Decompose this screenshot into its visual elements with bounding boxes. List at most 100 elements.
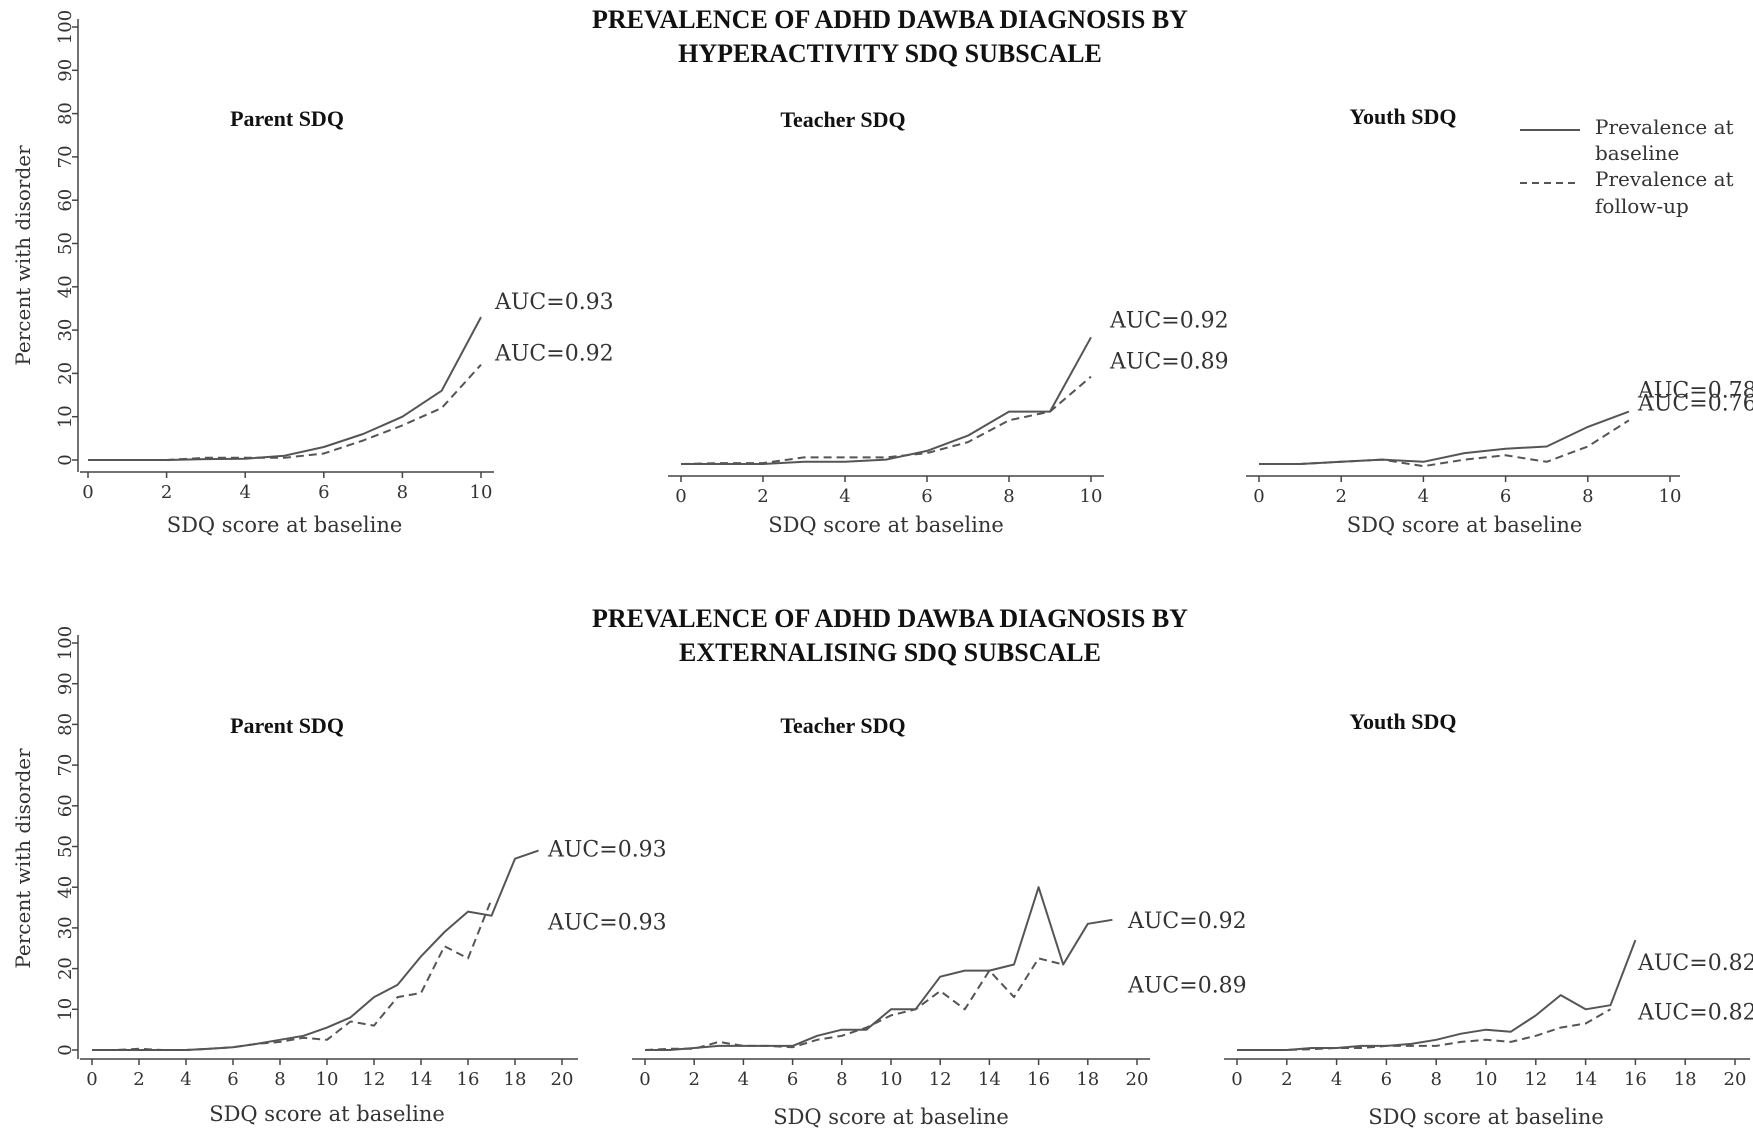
auc-label: AUC=0.89: [1109, 350, 1229, 375]
x-tick-label: 2: [688, 1069, 699, 1090]
y-tick-label: 10: [55, 998, 76, 1021]
followup-line: [644, 957, 1064, 1051]
x-tick-label: 0: [1231, 1069, 1242, 1090]
y-tick-label: 40: [55, 275, 76, 298]
x-axis-label: SDQ score at baseline: [773, 1105, 1009, 1129]
x-tick-label: 20: [1126, 1069, 1149, 1090]
y-tick-label: 30: [55, 319, 76, 342]
y-tick-label: 80: [55, 713, 76, 736]
y-tick-label: 0: [55, 454, 76, 465]
followup-line: [1237, 1008, 1611, 1051]
x-axis-label: SDQ score at baseline: [1347, 513, 1583, 537]
x-tick-label: 10: [316, 1069, 339, 1090]
y-tick-label: 50: [55, 232, 76, 255]
x-axis-label: SDQ score at baseline: [209, 1102, 445, 1126]
y-tick-label: 20: [55, 957, 76, 980]
baseline-line: [1259, 410, 1630, 465]
chart-panel-5: Teacher SDQ 0 2 4 6 8 10 12 14 16 18 20 SDQ score at…: [632, 713, 1247, 1129]
y-tick-label: 0: [55, 1044, 76, 1055]
panel-title: Youth SDQ: [1350, 104, 1457, 129]
chart-panel-6: Youth SDQ 0 2 4 6 8 10 12 14 16 18 20 SDQ score at b…: [1224, 709, 1753, 1129]
x-axis-label: SDQ score at baseline: [167, 513, 403, 537]
x-tick-label: 6: [318, 482, 329, 503]
y-tick-label: 60: [55, 794, 76, 817]
panel-title: Parent SDQ: [230, 106, 344, 131]
auc-label: AUC=0.76: [1637, 391, 1753, 416]
x-tick-label: 8: [274, 1069, 285, 1090]
x-tick-label: 2: [1281, 1069, 1292, 1090]
x-tick-label: 10: [1080, 486, 1103, 507]
legend-baseline-label-line-1: Prevalence at: [1595, 115, 1734, 139]
followup-line: [680, 375, 1092, 465]
y-tick-label: 90: [55, 672, 76, 695]
x-tick-label: 14: [978, 1069, 1001, 1090]
x-tick-label: 8: [1430, 1069, 1441, 1090]
x-tick-label: 10: [1475, 1069, 1498, 1090]
x-tick-label: 0: [675, 486, 686, 507]
baseline-line: [645, 886, 1113, 1051]
y-tick-label: 70: [55, 754, 76, 777]
y-tick-label: 40: [55, 876, 76, 899]
section-title-2-line-2: EXTERNALISING SDQ SUBSCALE: [679, 638, 1101, 667]
x-tick-label: 0: [639, 1069, 650, 1090]
x-tick-label: 4: [839, 486, 850, 507]
x-tick-label: 0: [1253, 486, 1264, 507]
x-tick-label: 6: [1381, 1069, 1392, 1090]
panel-title: Teacher SDQ: [780, 107, 905, 132]
y-tick-label: 70: [55, 145, 76, 168]
x-tick-label: 2: [757, 486, 768, 507]
y-tick-label: 10: [55, 405, 76, 428]
y-tick-label: 60: [55, 189, 76, 212]
panel-title: Teacher SDQ: [780, 713, 905, 738]
chart-panel-3: Youth SDQ 0 2 4 6 8 10 SDQ score at baseline AUC…: [1246, 104, 1753, 537]
panel-title: Parent SDQ: [230, 713, 344, 738]
baseline-line: [681, 336, 1092, 465]
auc-label: AUC=0.92: [1109, 308, 1229, 333]
x-tick-label: 2: [133, 1069, 144, 1090]
followup-line: [88, 364, 482, 461]
x-tick-label: 16: [457, 1069, 480, 1090]
y-tick-label: 100: [55, 626, 76, 660]
legend-followup-label-line-1: Prevalence at: [1595, 167, 1734, 191]
baseline-line: [88, 316, 482, 461]
x-axis-label: SDQ score at baseline: [1368, 1105, 1604, 1129]
y-tick-label: 80: [55, 102, 76, 125]
x-tick-label: 16: [1027, 1069, 1050, 1090]
x-tick-label: 18: [1076, 1069, 1099, 1090]
x-axis-label: SDQ score at baseline: [768, 513, 1004, 537]
x-tick-label: 12: [929, 1069, 952, 1090]
auc-label: AUC=0.93: [494, 290, 614, 315]
x-tick-label: 10: [1659, 486, 1682, 507]
section-title-1-line-2: HYPERACTIVITY SDQ SUBSCALE: [678, 39, 1102, 68]
x-tick-label: 6: [921, 486, 932, 507]
chart-panels: Parent SDQ 0 2 4 6 8 10 SDQ score at baseline 0 1…: [11, 10, 1753, 1129]
y-tick-label: 50: [55, 835, 76, 858]
x-tick-label: 12: [1524, 1069, 1547, 1090]
followup-line: [92, 899, 493, 1051]
auc-label: AUC=0.92: [1127, 909, 1247, 934]
y-axis-label: Percent with disorder: [11, 145, 35, 366]
x-tick-label: 18: [504, 1069, 527, 1090]
auc-label: AUC=0.82: [1637, 1000, 1753, 1025]
x-tick-label: 20: [551, 1069, 574, 1090]
x-tick-label: 14: [1574, 1069, 1597, 1090]
chart-panel-2: Teacher SDQ 0 2 4 6 8 10 SDQ score at baseline A…: [668, 107, 1229, 537]
x-tick-label: 12: [363, 1069, 386, 1090]
x-tick-label: 8: [397, 482, 408, 503]
section-title-2-line-1: PREVALENCE OF ADHD DAWBA DIAGNOSIS BY: [592, 604, 1188, 633]
chart-panel-4: Parent SDQ 0 2 4 6 8 10 12 14 16 18 20 SDQ score at …: [11, 626, 667, 1126]
x-tick-label: 10: [470, 482, 493, 503]
auc-label: AUC=0.82: [1637, 951, 1753, 976]
x-tick-label: 14: [410, 1069, 433, 1090]
x-tick-label: 4: [239, 482, 250, 503]
x-tick-label: 4: [1418, 486, 1429, 507]
baseline-line: [1237, 939, 1637, 1051]
y-tick-label: 20: [55, 362, 76, 385]
legend: Prevalence at baseline Prevalence at fol…: [1520, 115, 1734, 218]
x-tick-label: 0: [86, 1069, 97, 1090]
x-tick-label: 16: [1624, 1069, 1647, 1090]
legend-baseline-label-line-2: baseline: [1595, 141, 1679, 165]
x-tick-label: 2: [161, 482, 172, 503]
x-tick-label: 8: [1582, 486, 1593, 507]
